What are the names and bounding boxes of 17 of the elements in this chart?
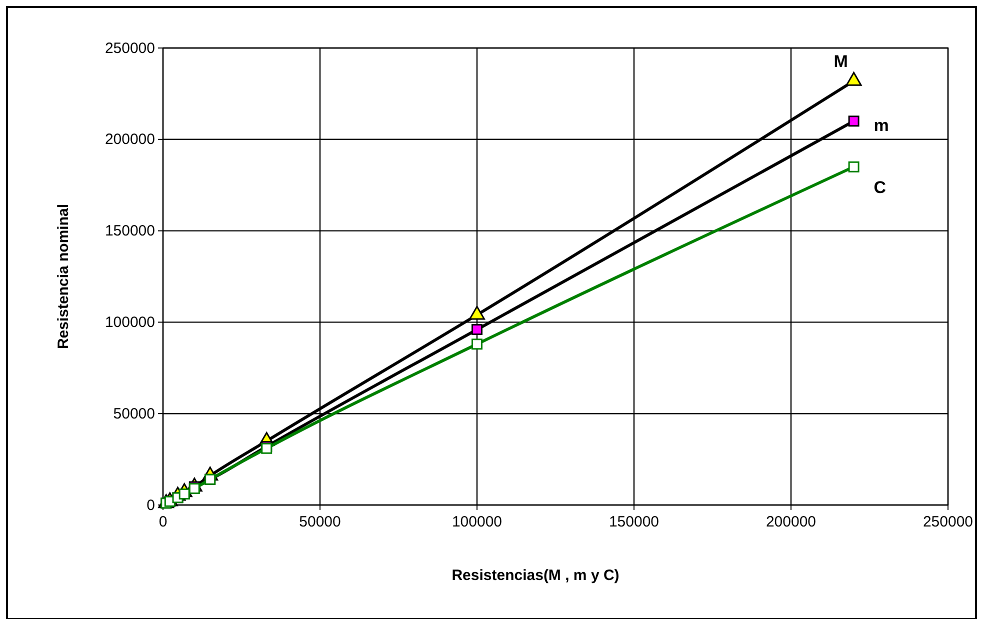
x-tick-label: 50000	[299, 514, 341, 530]
x-tick-label: 200000	[766, 514, 816, 530]
y-tick-label: 50000	[113, 405, 155, 422]
x-tick-label: 0	[158, 514, 168, 530]
series-label: C	[874, 178, 886, 197]
x-axis-title: Resistencias(M , m y C)	[452, 567, 620, 584]
y-axis-title: Resistencia nominal	[55, 204, 72, 350]
y-tick-label: 200000	[104, 131, 155, 148]
x-tick-label: 100000	[452, 514, 502, 530]
y-tick-label: 150000	[104, 222, 155, 240]
y-tick-label: 250000	[104, 40, 155, 57]
y-tick-label: 100000	[104, 314, 155, 331]
series-label: m	[874, 116, 889, 136]
x-tick-label: 250000	[922, 514, 974, 530]
y-tick-label: 0	[146, 496, 155, 514]
series-label: M	[834, 52, 848, 71]
x-tick-label: 150000	[608, 514, 660, 530]
